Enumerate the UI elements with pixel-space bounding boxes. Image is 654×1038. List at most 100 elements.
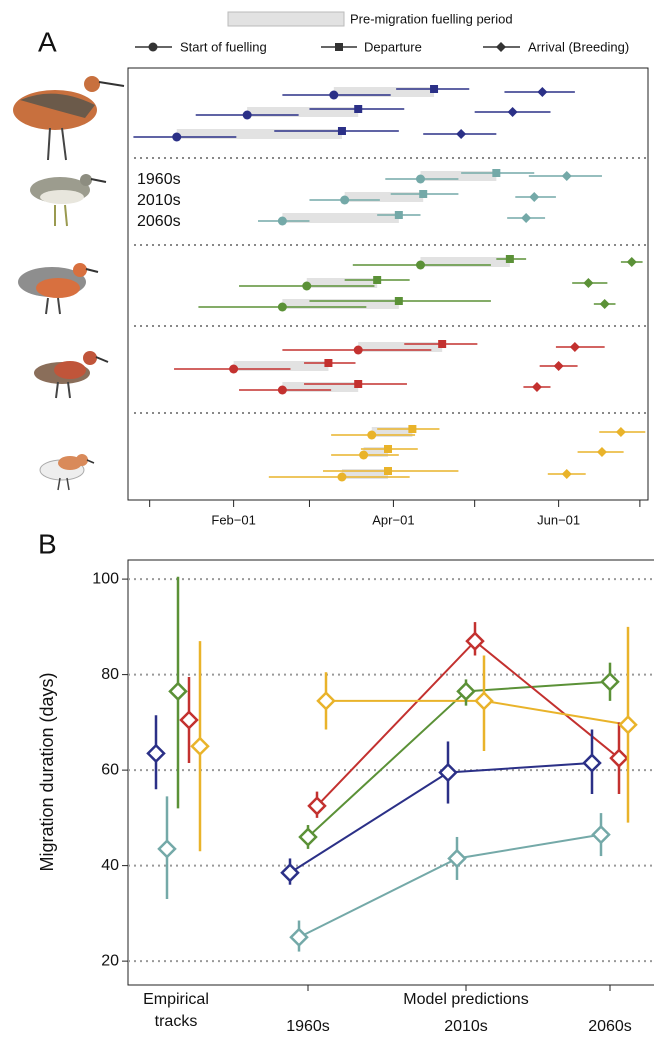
arrival-marker xyxy=(596,447,607,457)
model-marker xyxy=(600,672,620,692)
start-marker xyxy=(242,110,252,120)
bird-icon xyxy=(30,174,107,227)
fuelling-bar xyxy=(371,427,413,437)
departure-marker xyxy=(354,380,363,388)
legend-marker xyxy=(496,42,506,52)
y-tick-label: 100 xyxy=(92,570,119,587)
departure-marker xyxy=(394,211,403,219)
arrival-marker xyxy=(537,87,548,97)
start-marker xyxy=(337,472,347,482)
x-tick-label: Feb−01 xyxy=(211,512,255,527)
departure-marker xyxy=(337,127,346,135)
fuelling-bar xyxy=(282,382,359,392)
x-group-label: tracks xyxy=(155,1013,198,1030)
series-line xyxy=(298,833,602,939)
fuelling-bar xyxy=(176,129,342,139)
legend-label: Departure xyxy=(364,39,422,54)
departure-marker xyxy=(324,359,333,367)
start-marker xyxy=(277,385,287,395)
empirical-marker xyxy=(146,743,166,764)
x-tick-label: Apr−01 xyxy=(372,512,414,527)
fuelling-bar xyxy=(420,171,497,181)
y-tick-label: 20 xyxy=(101,952,119,969)
series-line xyxy=(326,699,629,726)
series-line xyxy=(289,761,593,874)
legend-marker xyxy=(148,42,158,52)
legend-label: Arrival (Breeding) xyxy=(528,39,629,54)
model-marker xyxy=(618,714,638,735)
group-separators xyxy=(134,157,648,414)
empirical-marker xyxy=(179,710,199,730)
start-marker xyxy=(277,302,287,312)
legend-label: Start of fuelling xyxy=(180,39,267,54)
bird-icon xyxy=(13,76,125,161)
fuelling-bar xyxy=(344,192,424,202)
x-tick-label: 2060s xyxy=(588,1018,632,1035)
fuelling-bar xyxy=(363,447,388,457)
model-marker xyxy=(298,827,318,847)
model-marker xyxy=(609,748,629,768)
empirical-marker xyxy=(168,681,188,702)
model-marker xyxy=(474,691,494,711)
start-marker xyxy=(172,132,182,142)
arrival-marker xyxy=(561,171,572,181)
start-marker xyxy=(277,216,287,226)
empirical-marker xyxy=(190,736,210,757)
fuelling-bar xyxy=(358,342,443,352)
departure-marker xyxy=(419,190,428,198)
arrival-marker xyxy=(626,257,637,267)
y-tick-label: 60 xyxy=(101,761,119,778)
panel-label: A xyxy=(38,26,57,57)
plot-frame xyxy=(127,67,649,501)
arrival-marker xyxy=(553,361,564,371)
y-axis-label: Migration duration (days) xyxy=(37,672,57,871)
departure-marker xyxy=(408,425,417,433)
arrival-marker xyxy=(583,278,594,288)
model-marker xyxy=(316,691,336,711)
model-marker xyxy=(280,863,300,883)
fuelling-bar xyxy=(341,469,388,479)
x-group-label: Empirical xyxy=(143,991,209,1008)
arrival-marker xyxy=(507,107,518,117)
model-marker xyxy=(582,753,602,773)
x-group-label: Model predictions xyxy=(403,991,528,1008)
model-marker xyxy=(465,631,485,651)
departure-marker xyxy=(384,467,392,475)
x-tick-label: Jun−01 xyxy=(537,512,580,527)
legend-swatch xyxy=(227,11,345,27)
arrival-marker xyxy=(456,129,467,139)
model-marker xyxy=(591,824,611,845)
arrival-marker xyxy=(529,192,540,202)
departure-marker xyxy=(384,445,392,453)
start-marker xyxy=(302,281,312,291)
arrival-marker xyxy=(615,427,626,437)
legend-marker xyxy=(335,43,343,51)
departure-marker xyxy=(438,340,447,348)
start-marker xyxy=(416,174,425,184)
arrival-marker xyxy=(561,469,572,479)
fuelling-bar xyxy=(247,107,359,117)
y-tick-label: 40 xyxy=(101,857,119,874)
model-marker xyxy=(456,681,476,702)
fuelling-bar xyxy=(233,361,329,371)
start-marker xyxy=(353,345,363,355)
departure-marker xyxy=(430,85,439,93)
row-label: 2010s xyxy=(137,192,181,209)
model-marker xyxy=(307,796,327,816)
x-tick-label: 1960s xyxy=(286,1018,330,1035)
departure-marker xyxy=(373,276,382,284)
fuelling-bar xyxy=(420,257,510,267)
series-line xyxy=(316,639,620,807)
start-marker xyxy=(229,364,239,374)
plot-frame xyxy=(127,559,654,986)
model-marker xyxy=(447,848,467,869)
row-label: 2060s xyxy=(137,213,181,230)
fuelling-bar xyxy=(282,213,399,223)
start-marker xyxy=(340,195,350,205)
arrival-marker xyxy=(521,213,532,223)
start-marker xyxy=(359,450,369,460)
x-tick-label: 2010s xyxy=(444,1018,488,1035)
start-marker xyxy=(329,90,339,100)
departure-marker xyxy=(505,255,514,263)
